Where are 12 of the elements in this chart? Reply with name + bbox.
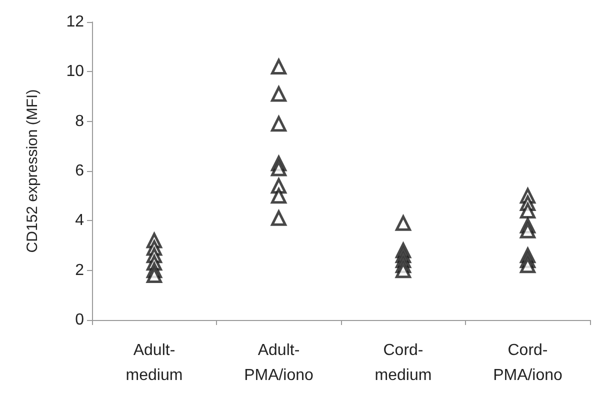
y-tick-label: 8: [75, 112, 84, 130]
y-axis-title: CD152 expression (MFI): [24, 89, 41, 253]
y-tick-label: 6: [75, 162, 84, 180]
x-tick-label: Adult- PMA/iono: [244, 342, 314, 384]
y-tick-label: 12: [66, 14, 84, 30]
y-tick-label: 4: [75, 212, 84, 230]
y-tick-label: 0: [75, 312, 84, 328]
x-tick-label: Cord- PMA/iono: [493, 342, 563, 384]
x-tick-label: Adult- medium: [126, 342, 183, 384]
x-tick-label: Cord- medium: [374, 342, 432, 384]
y-tick-label: 2: [75, 262, 84, 279]
y-tick-label: 10: [66, 63, 84, 80]
